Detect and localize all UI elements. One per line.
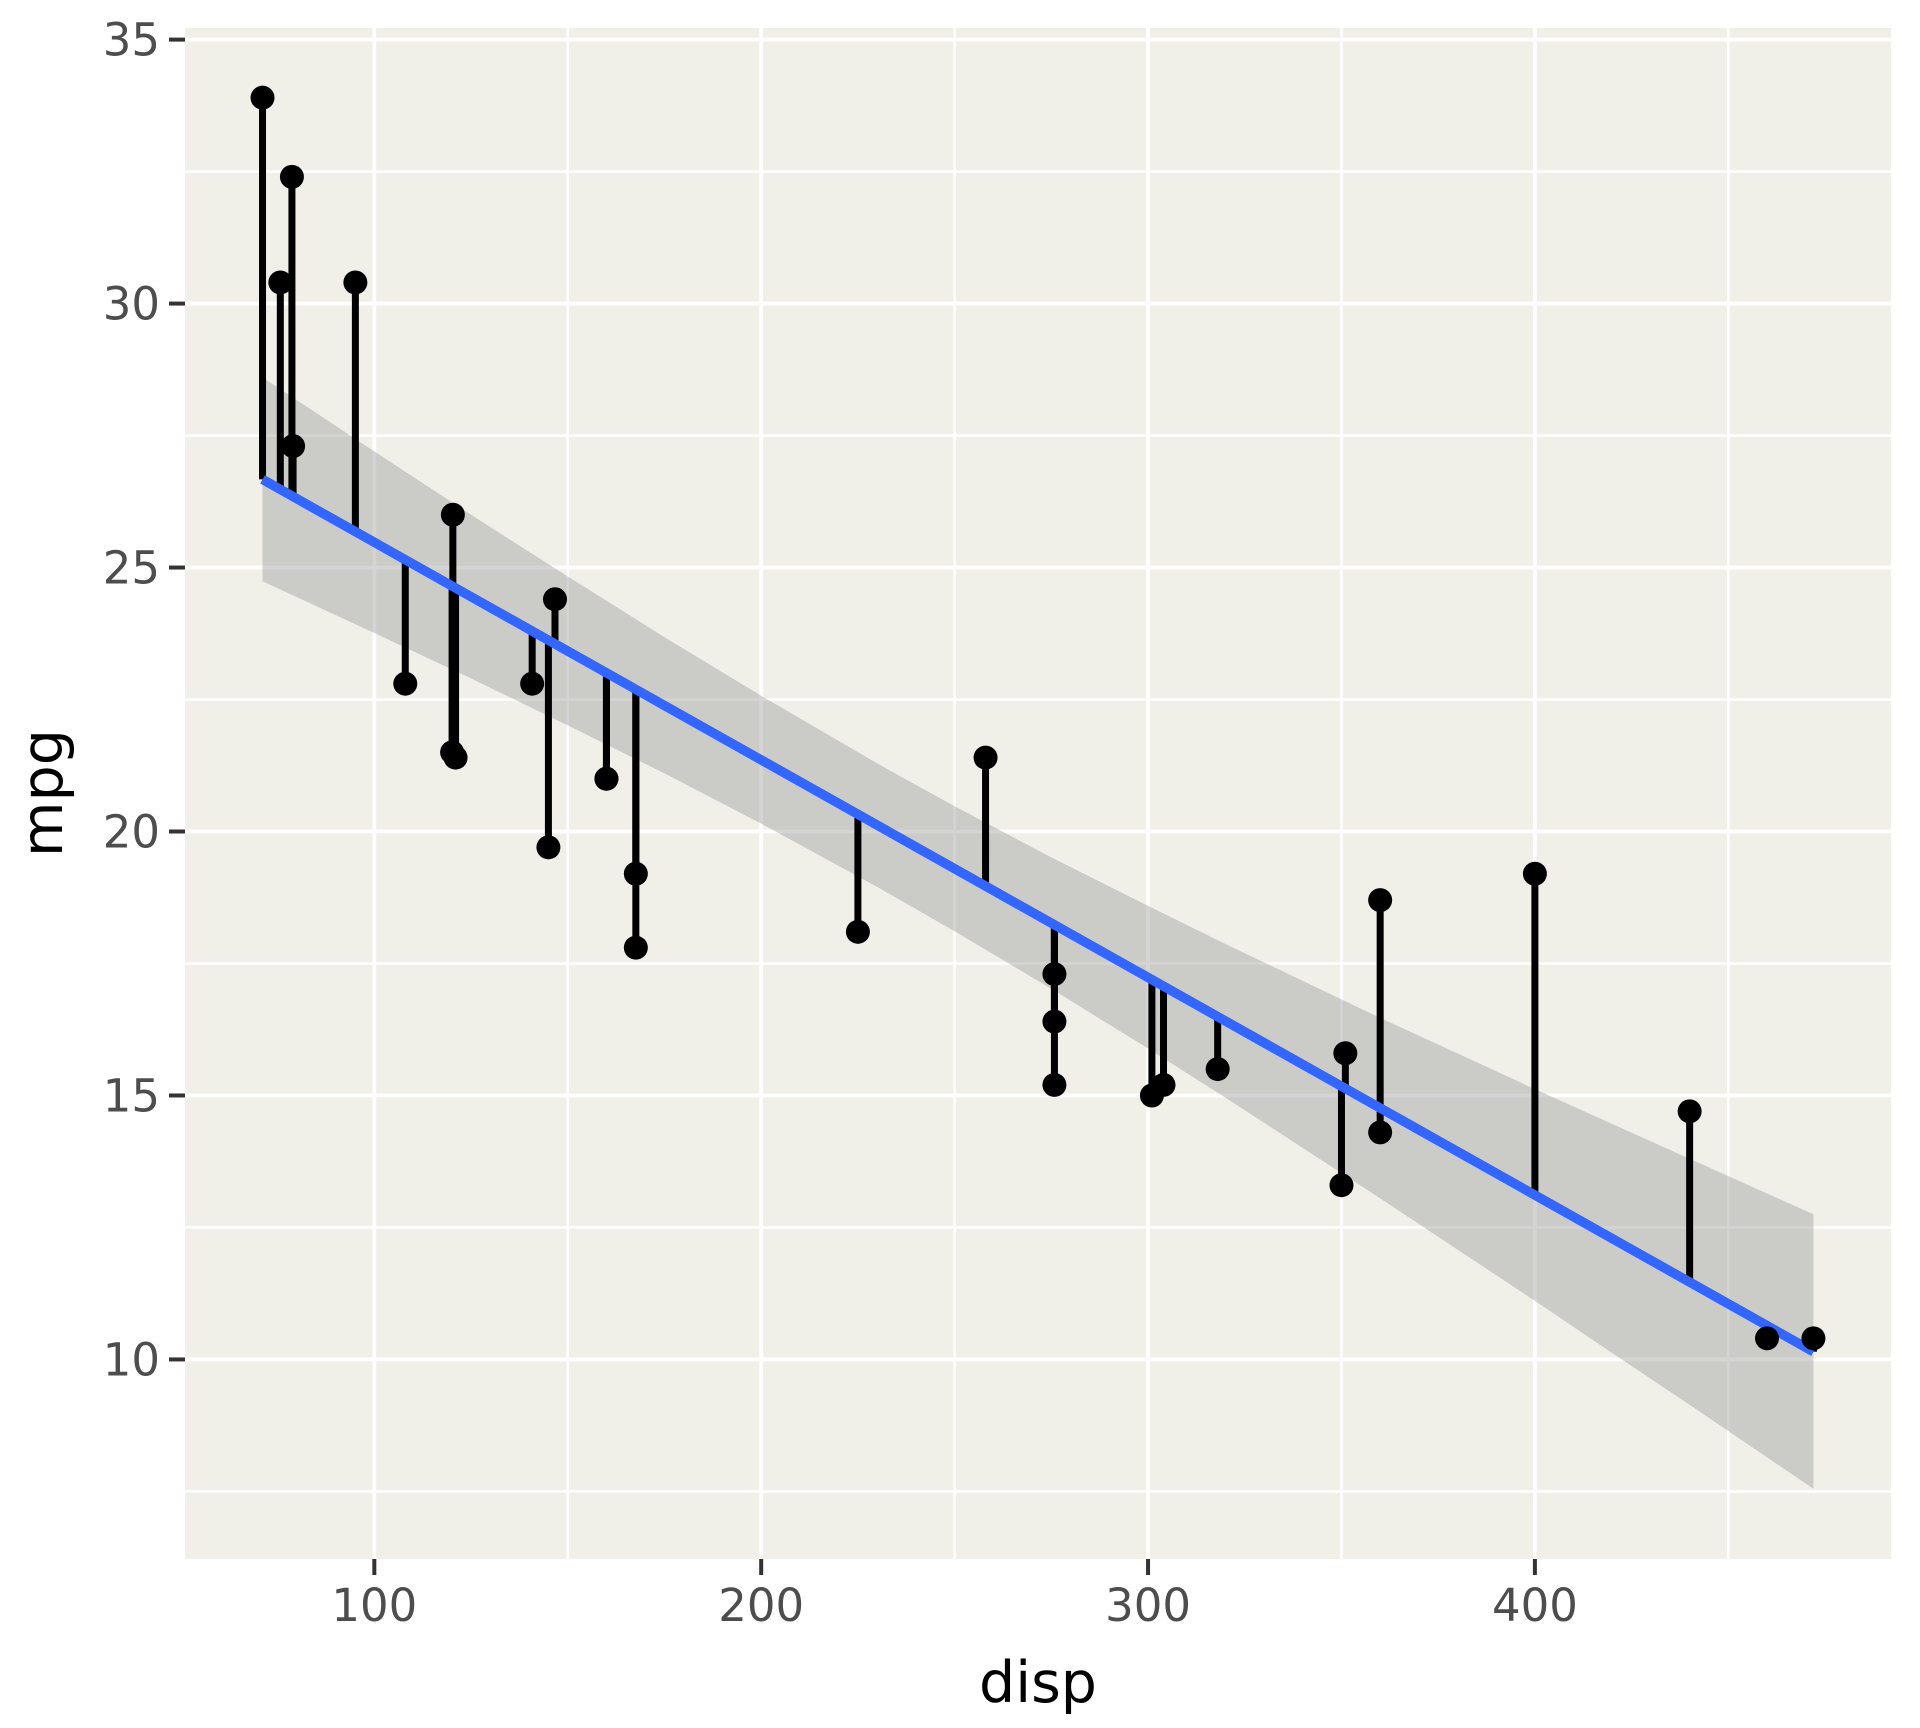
y-tick-label: 20 [103, 806, 160, 859]
x-axis-title: disp [979, 1650, 1097, 1716]
y-tick-label: 35 [103, 14, 160, 67]
data-point [623, 861, 648, 886]
data-point [343, 270, 368, 295]
x-tick-label: 200 [718, 1579, 804, 1632]
data-point [250, 85, 275, 110]
data-point [1368, 1120, 1393, 1145]
data-point [1677, 1099, 1702, 1124]
data-point [281, 434, 306, 459]
x-tick-label: 400 [1492, 1579, 1578, 1632]
data-point [443, 745, 468, 770]
data-point [1368, 888, 1393, 913]
y-tick-label: 30 [103, 278, 160, 331]
x-axis-tick-marks [372, 1559, 1537, 1575]
data-point [536, 835, 561, 860]
x-tick-label: 300 [1105, 1579, 1191, 1632]
data-point [1042, 1009, 1067, 1034]
data-point [279, 164, 304, 189]
data-points [250, 85, 1826, 1351]
y-axis-tick-marks [169, 37, 185, 1362]
y-axis-tick-labels: 10 15 20 25 30 35 [103, 14, 160, 1387]
data-point [393, 671, 418, 696]
data-point [845, 919, 870, 944]
data-point [973, 745, 998, 770]
minor-gridlines [185, 28, 1891, 1559]
data-point [1329, 1173, 1354, 1198]
data-point [1801, 1326, 1826, 1351]
data-point [1205, 1057, 1230, 1082]
data-point [268, 270, 293, 295]
y-tick-label: 25 [103, 542, 160, 595]
confidence-ribbon [262, 377, 1814, 1489]
data-point [1755, 1326, 1780, 1351]
y-tick-label: 15 [103, 1069, 160, 1122]
y-axis-title: mpg [10, 729, 76, 857]
data-point [440, 502, 465, 527]
major-gridlines [185, 28, 1891, 1559]
data-point [594, 766, 619, 791]
x-axis-tick-labels: 100 200 300 400 [331, 1579, 1577, 1632]
x-tick-label: 100 [331, 1579, 417, 1632]
regression-line [260, 475, 1816, 1356]
data-point [1522, 861, 1547, 886]
data-point [623, 935, 648, 960]
data-point [542, 587, 567, 612]
data-point [1042, 1072, 1067, 1097]
data-point [1042, 962, 1067, 987]
data-point [520, 671, 545, 696]
data-point [1333, 1041, 1358, 1066]
plot-panel [185, 28, 1891, 1559]
y-tick-label: 10 [103, 1333, 160, 1386]
data-point [1139, 1083, 1164, 1108]
